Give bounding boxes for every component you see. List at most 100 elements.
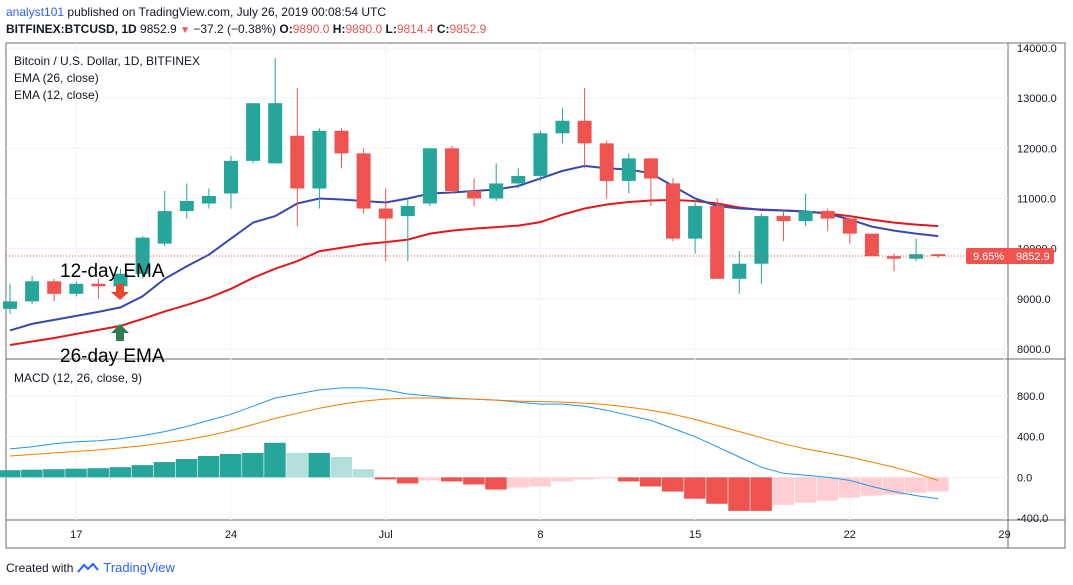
candle-body	[909, 254, 924, 259]
candle-body	[69, 283, 84, 294]
high-value: 9890.0	[345, 22, 383, 36]
macd-hist-bar	[242, 452, 264, 478]
candle-body	[842, 218, 857, 234]
badge-background	[966, 248, 1054, 265]
candle-body	[688, 206, 703, 239]
macd-hist-bar	[816, 477, 839, 501]
macd-hist-bar	[308, 452, 330, 478]
macd-hist-bar	[794, 477, 817, 503]
candle-body	[666, 183, 680, 239]
macd-hist-bar	[551, 477, 573, 482]
macd-hist-bar	[905, 477, 927, 493]
macd-hist-bar	[330, 457, 352, 478]
candle-body	[25, 281, 40, 302]
macd-hist-bar	[153, 462, 176, 478]
macd-hist-bar	[441, 477, 463, 482]
legend-title: Bitcoin / U.S. Dollar, 1D, BITFINEX	[14, 54, 200, 68]
close-label: C:	[436, 22, 450, 36]
candle-body	[887, 256, 901, 259]
candle-body	[334, 130, 349, 154]
candle-body	[621, 158, 636, 181]
macd-hist-bar	[65, 468, 87, 478]
macd-hist-bar	[838, 477, 861, 498]
time-tick-label: 15	[689, 529, 701, 541]
macd-axis[interactable]: 800.0 400.0 0.0 -400.0	[1017, 391, 1048, 525]
macd-hist-bar	[728, 477, 750, 511]
price-change: −37.2 (−0.38%)	[193, 22, 277, 36]
footer: Created with TradingView	[6, 560, 175, 575]
tradingview-logo-icon	[77, 562, 100, 573]
badge-percent: 9.65%	[973, 251, 1004, 263]
candle-body	[599, 143, 614, 181]
macd-tick-label: -400.0	[1017, 513, 1048, 525]
close-value: 9852.9	[449, 22, 487, 36]
ema26-annotation: 26-day EMA	[60, 346, 165, 367]
time-tick-label: 17	[70, 529, 82, 541]
candle-body	[445, 148, 459, 191]
symbol-label: BITFINEX:BTCUSD, 1D	[6, 22, 137, 36]
time-tick-label: 24	[225, 529, 237, 541]
price-tick-label: 11000.0	[1017, 194, 1056, 206]
macd-tick-label: 0.0	[1017, 472, 1032, 484]
candle-body	[312, 130, 327, 189]
price-tick-label: 13000.0	[1017, 93, 1057, 105]
candle-body	[246, 103, 261, 161]
high-label: H:	[332, 22, 346, 36]
macd-tick-label: 800.0	[1017, 391, 1045, 403]
price-tick-label: 8000.0	[1017, 344, 1051, 356]
candle-body	[643, 158, 658, 179]
ema12-annotation: 12-day EMA	[60, 261, 165, 282]
arrow-down-icon	[111, 284, 129, 300]
published-text: published on TradingView.com, July 26, 2…	[67, 5, 387, 19]
footer-brand[interactable]: TradingView	[103, 560, 175, 575]
macd-hist-bar	[109, 467, 131, 478]
macd-hist-bar	[573, 477, 596, 480]
macd-hist-bar	[264, 442, 286, 478]
author-link[interactable]: analyst101	[6, 5, 65, 19]
candle-body	[533, 133, 548, 176]
macd-hist-bar	[220, 453, 242, 478]
candle-body	[754, 216, 769, 264]
macd-hist-bar	[0, 470, 21, 478]
time-tick-label: 29	[998, 529, 1010, 541]
macd-hist-bar	[529, 477, 551, 487]
time-axis[interactable]: 17 24 Jul 8 15 22 29	[70, 529, 1010, 541]
macd-hist-bar	[131, 465, 154, 478]
open-value: 9890.0	[292, 22, 330, 36]
candle-body	[820, 211, 835, 219]
price-tick-label: 12000.0	[1017, 143, 1057, 155]
candle-body	[113, 273, 128, 287]
candle-body	[91, 283, 106, 287]
candle-body	[179, 201, 194, 212]
candle-body	[400, 206, 415, 217]
macd-hist-bar	[418, 477, 441, 481]
badge-value: 9852.9	[1016, 251, 1050, 263]
candle-body	[732, 263, 747, 279]
price-tick-label: 9000.0	[1017, 294, 1051, 306]
price-axis[interactable]: 14000.013000.012000.011000.010000.09000.…	[1017, 43, 1057, 356]
macd-hist-bar	[750, 477, 772, 511]
candle-body	[422, 148, 437, 204]
macd-histogram	[0, 442, 949, 511]
candle-body	[577, 120, 592, 144]
last-price: 9852.9	[140, 22, 177, 36]
macd-tick-label: 400.0	[1017, 432, 1045, 444]
candle-body	[798, 211, 813, 222]
candle-body	[201, 195, 216, 204]
candle-body	[467, 190, 482, 199]
macd-hist-bar	[927, 477, 949, 492]
legend-ema12: EMA (12, close)	[14, 88, 99, 102]
candle-body	[511, 175, 526, 184]
candle-body	[356, 153, 371, 209]
time-tick-label: 8	[537, 529, 543, 541]
macd-hist-bar	[463, 477, 485, 485]
candle-body	[864, 233, 879, 257]
ohlc-bar: BITFINEX:BTCUSD, 1D 9852.9 ▼ −37.2 (−0.3…	[6, 22, 486, 36]
candle-body	[47, 281, 62, 294]
candle-body	[489, 183, 504, 199]
candle-body	[3, 301, 17, 309]
candle-body	[378, 208, 393, 219]
signal-line	[9, 397, 939, 481]
candle-body	[555, 120, 570, 134]
